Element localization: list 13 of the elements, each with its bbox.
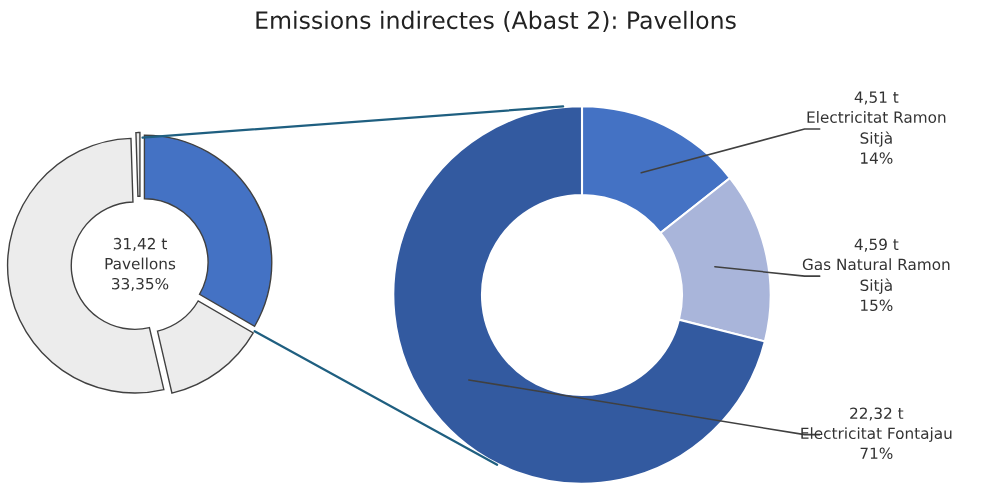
data-label: 4,59 t: [854, 238, 899, 252]
text: 33,35%: [112, 277, 169, 291]
slice-label: Electricitat Ramon Sitjà: [807, 111, 946, 147]
data-label: 22,32 t: [850, 407, 904, 421]
text: 15%: [861, 299, 893, 312]
text: 71%: [860, 447, 893, 460]
data-label: 4,51 t: [854, 91, 899, 105]
slice-label: Pavellons: [105, 257, 176, 270]
text: 14%: [861, 152, 893, 164]
slice-label: Gas Natural Ramon Sitjà: [802, 258, 950, 294]
data-label: 31,42 t: [113, 237, 167, 251]
slice-label: Electricitat Fontajau: [801, 427, 952, 443]
chart-title: Emissions indirectes (Abast 2): Pavellons: [256, 10, 736, 32]
